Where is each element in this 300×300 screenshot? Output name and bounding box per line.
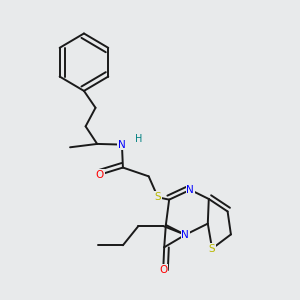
- Text: N: N: [186, 185, 194, 195]
- Text: H: H: [135, 134, 143, 143]
- Text: O: O: [96, 170, 104, 180]
- Text: O: O: [159, 265, 167, 275]
- Text: S: S: [154, 192, 161, 202]
- Text: N: N: [118, 140, 126, 150]
- Text: N: N: [182, 230, 189, 240]
- Text: S: S: [209, 244, 215, 254]
